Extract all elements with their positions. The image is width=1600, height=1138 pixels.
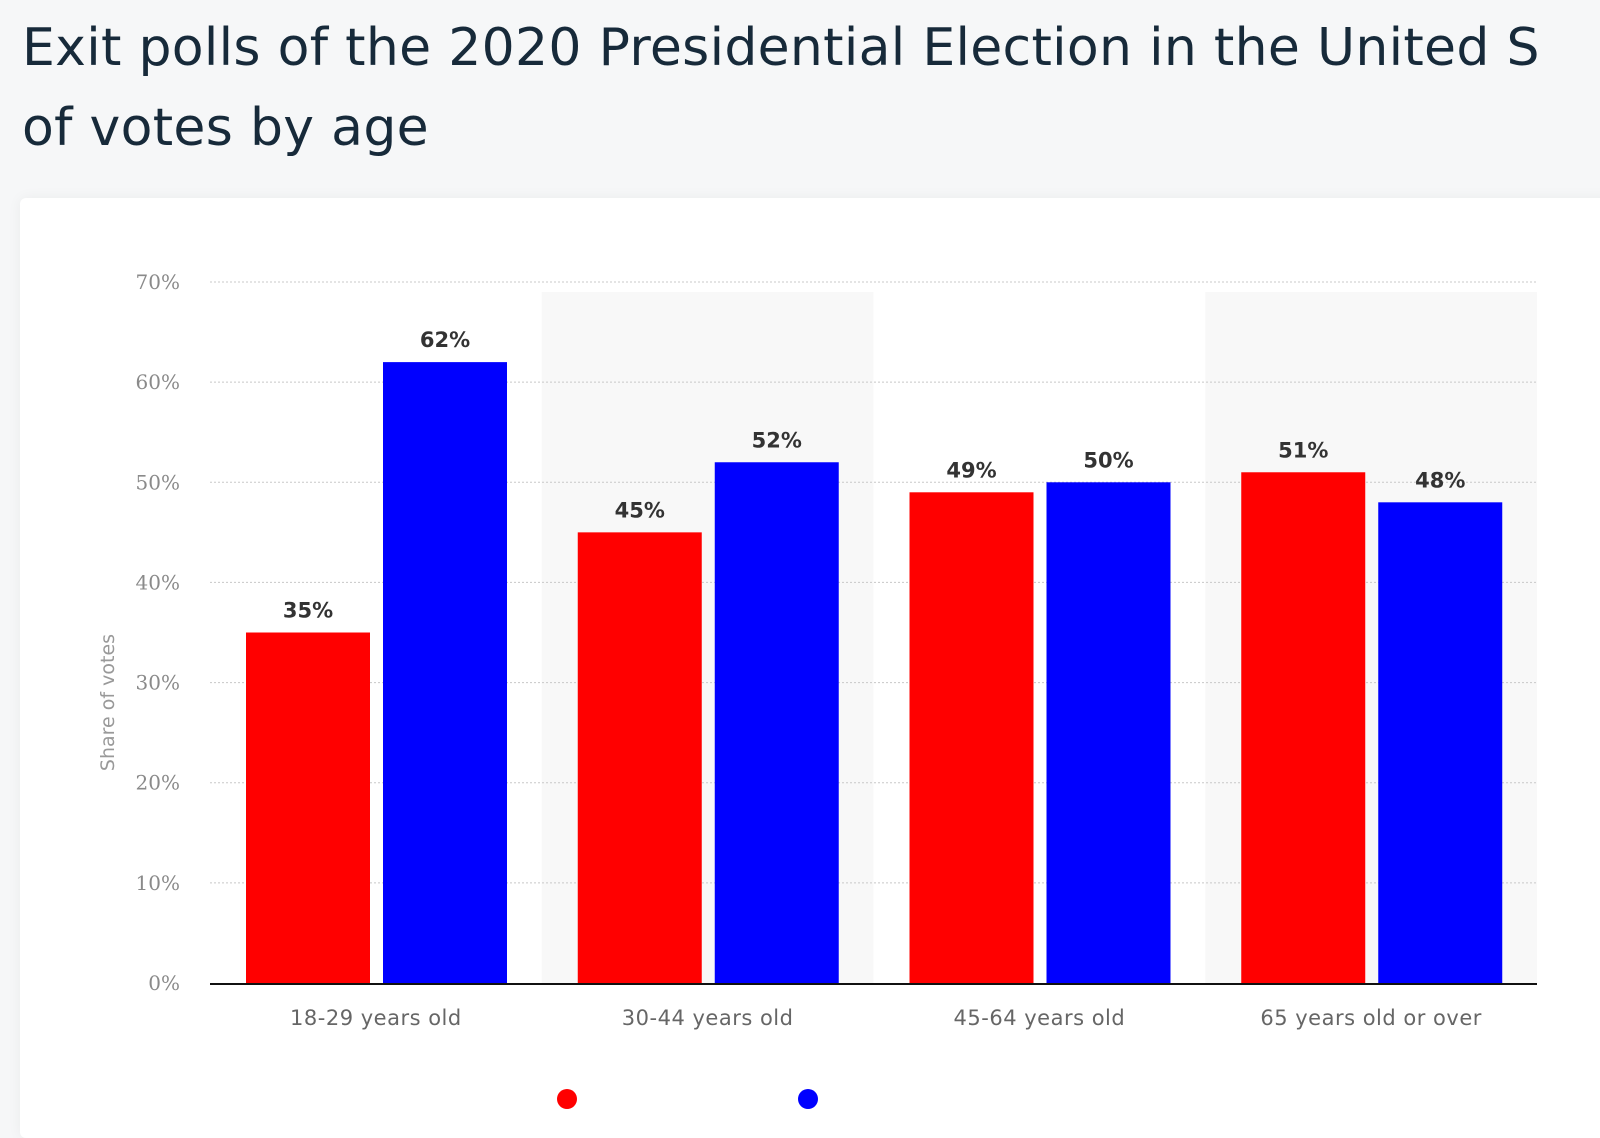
- data-label: 52%: [752, 428, 802, 452]
- chart-title: Exit polls of the 2020 Presidential Elec…: [22, 8, 1600, 168]
- y-tick-label: 10%: [136, 871, 180, 895]
- bar: [1378, 502, 1503, 983]
- title-line-2: of votes by age: [22, 98, 429, 158]
- y-tick-label: 30%: [136, 671, 180, 695]
- y-tick-label: 40%: [136, 570, 180, 594]
- x-tick-label: 65 years old or over: [1260, 1006, 1482, 1030]
- y-tick-label: 50%: [136, 470, 180, 494]
- legend-marker: [557, 1089, 577, 1109]
- x-tick-label: 30-44 years old: [622, 1006, 794, 1030]
- x-tick-label: 45-64 years old: [954, 1006, 1126, 1030]
- data-label: 62%: [420, 328, 470, 352]
- y-axis-label: Share of votes: [97, 634, 119, 771]
- title-line-1: Exit polls of the 2020 Presidential Elec…: [22, 18, 1540, 78]
- y-tick-label: 20%: [136, 771, 180, 795]
- data-label: 50%: [1083, 448, 1133, 472]
- y-tick-label: 60%: [136, 370, 180, 394]
- bar: [246, 632, 370, 983]
- y-tick-label: 70%: [136, 270, 180, 294]
- data-label: 48%: [1415, 468, 1465, 492]
- bar: [714, 462, 839, 983]
- y-tick-label: 0%: [148, 971, 180, 995]
- bar: [577, 532, 702, 983]
- bar: [383, 362, 507, 984]
- data-label: 35%: [283, 599, 333, 623]
- data-label: 45%: [615, 498, 665, 522]
- bar: [1046, 482, 1171, 983]
- data-label: 49%: [946, 458, 996, 482]
- legend-marker: [798, 1089, 818, 1109]
- x-tick-label: 18-29 years old: [290, 1006, 462, 1030]
- bar-chart: 0% 10% 20% 30% 40% 50% 60% 70% Share of votes 35%…: [97, 270, 1537, 1109]
- data-label: 51%: [1278, 438, 1328, 462]
- bar: [1241, 472, 1366, 983]
- bar: [909, 492, 1034, 983]
